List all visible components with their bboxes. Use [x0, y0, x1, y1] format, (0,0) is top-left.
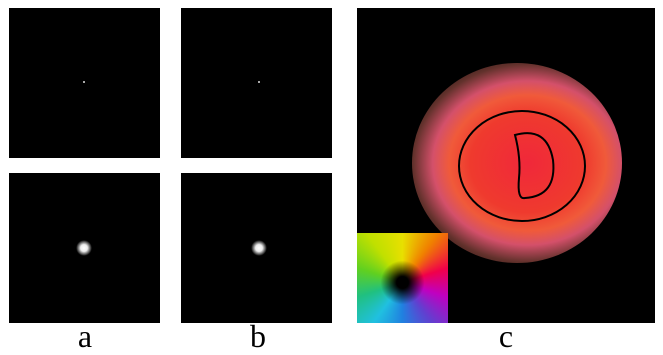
point-source [83, 81, 85, 83]
blurred-spot [251, 240, 267, 256]
panel-c [357, 8, 655, 323]
point-source [258, 81, 260, 83]
blurred-spot [76, 240, 92, 256]
panel-label: b [238, 318, 278, 355]
panel-label: c [486, 318, 526, 355]
panel-a-bottom [9, 173, 160, 323]
panel-b-top [181, 8, 332, 158]
inner-contour [515, 133, 553, 198]
panel-a-top [9, 8, 160, 158]
outer-contour [459, 111, 585, 221]
panel-b-bottom [181, 173, 332, 323]
color-wheel [357, 233, 448, 323]
panel-label: a [65, 318, 105, 355]
figure: a b c [0, 0, 663, 355]
